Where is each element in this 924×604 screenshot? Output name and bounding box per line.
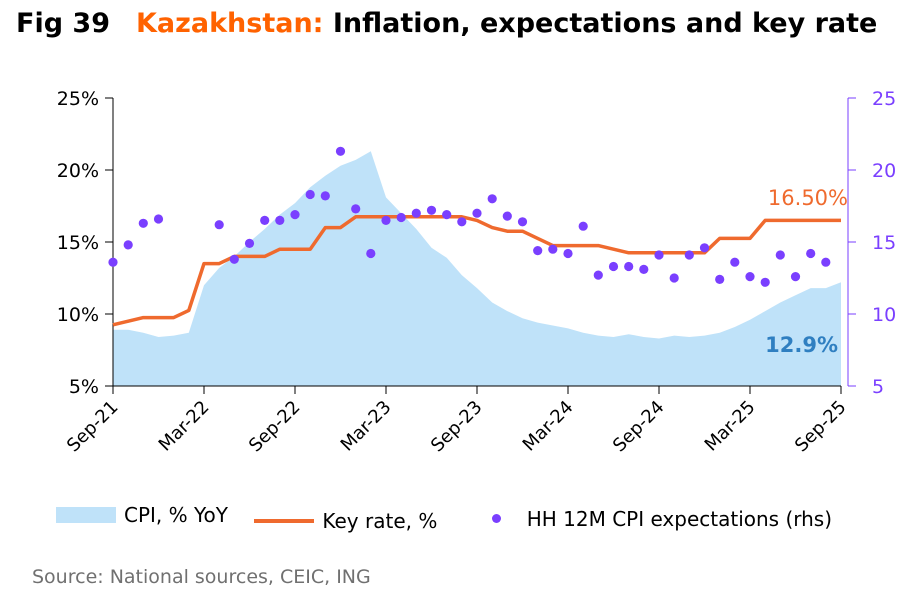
expectations-point [351, 204, 361, 214]
expectations-point [396, 212, 406, 223]
y-left-tick-label: 15% [57, 232, 99, 254]
expectations-point [153, 214, 164, 224]
expectations-point [275, 215, 285, 225]
figure-title: Fig 39 Kazakhstan: Inflation, expectation… [16, 8, 877, 39]
expectations-point [699, 243, 710, 253]
expectations-point [745, 272, 755, 282]
x-tick-label: Mar-25 [701, 397, 760, 456]
figure-number: Fig 39 [16, 8, 110, 39]
expectations-point [517, 217, 528, 227]
cpi-last-label: 12.9% [765, 333, 838, 357]
expectations-point [426, 205, 437, 215]
expectations-point [578, 221, 588, 231]
expectations-point [684, 250, 694, 260]
cpi-area [113, 151, 841, 386]
y-left-tick-label: 20% [57, 160, 99, 182]
x-tick-label: Mar-22 [155, 397, 214, 456]
x-tick-label: Sep-23 [427, 397, 487, 457]
expectations-point [502, 211, 512, 221]
expectations-point [821, 257, 831, 267]
expectations-point [320, 191, 330, 201]
legend-item-cpi: CPI, % YoY [56, 503, 228, 527]
x-tick-label: Sep-24 [609, 397, 669, 457]
x-tick-label: Sep-22 [245, 397, 305, 457]
legend-label-expectations: HH 12M CPI expectations (rhs) [526, 506, 833, 531]
expectations-point [624, 261, 634, 272]
legend-item-key-rate: Key rate, % [254, 509, 437, 533]
legend-swatch-cpi [56, 507, 116, 523]
x-tick-label: Sep-25 [791, 397, 851, 457]
expectations-point [608, 261, 619, 272]
y-left-tick-label: 5% [69, 376, 99, 398]
expectations-point [260, 215, 270, 225]
expectations-point [487, 194, 497, 204]
expectations-point [806, 248, 816, 259]
expectations-point [457, 217, 467, 227]
y-right-tick-label: 10 [872, 304, 896, 326]
y-left-tick-label: 10% [57, 304, 99, 326]
figure-title-text: Inflation, expectations and key rate [332, 8, 878, 39]
expectations-point [593, 270, 603, 280]
expectations-point [639, 264, 649, 274]
expectations-point [669, 273, 679, 283]
expectations-point [366, 248, 376, 259]
key-rate-last-label: 16.50% [768, 186, 848, 210]
expectations-point [533, 246, 543, 256]
expectations-point [381, 215, 391, 225]
x-tick-label: Mar-23 [337, 397, 396, 456]
expectations-point [290, 210, 300, 220]
expectations-point [760, 277, 770, 287]
figure-country: Kazakhstan: [136, 8, 324, 39]
chart-legend: CPI, % YoY Key rate, % HH 12M CPI expect… [56, 503, 852, 533]
expectations-point [730, 257, 740, 267]
expectations-point [214, 220, 224, 230]
y-right-tick-label: 5 [872, 376, 884, 398]
y-right-tick-label: 15 [872, 232, 896, 254]
expectations-point [411, 208, 421, 218]
expectations-point [244, 238, 255, 248]
legend-item-expectations: HH 12M CPI expectations (rhs) [464, 507, 832, 531]
chart-plot: 5% 10% 15% 20% 25% 5 10 15 20 25 Sep-21 Mar-22 Sep-2… [57, 88, 896, 457]
expectations-point [548, 244, 558, 254]
expectations-point [472, 208, 482, 218]
expectations-point [305, 189, 315, 200]
legend-label-cpi: CPI, % YoY [124, 503, 229, 527]
expectations-point [138, 218, 148, 228]
legend-swatch-expectations [491, 514, 501, 523]
expectations-point [442, 210, 452, 220]
y-right-tick-label: 20 [872, 160, 896, 182]
expectations-point [563, 248, 573, 259]
expectations-point [123, 240, 133, 250]
legend-swatch-key-rate [254, 519, 315, 523]
expectations-point [790, 272, 801, 282]
expectations-point [335, 146, 346, 156]
expectations-point [715, 274, 725, 284]
x-tick-label: Sep-21 [63, 397, 123, 457]
y-right-tick-label: 25 [872, 88, 896, 110]
expectations-point [775, 250, 785, 260]
expectations-point [229, 254, 239, 264]
expectations-point [108, 257, 118, 267]
source-note: Source: National sources, CEIC, ING [32, 566, 371, 588]
x-tick-label: Mar-24 [519, 397, 578, 456]
y-left-tick-label: 25% [57, 88, 99, 110]
legend-label-key-rate: Key rate, % [322, 509, 438, 533]
expectations-point [654, 250, 664, 260]
